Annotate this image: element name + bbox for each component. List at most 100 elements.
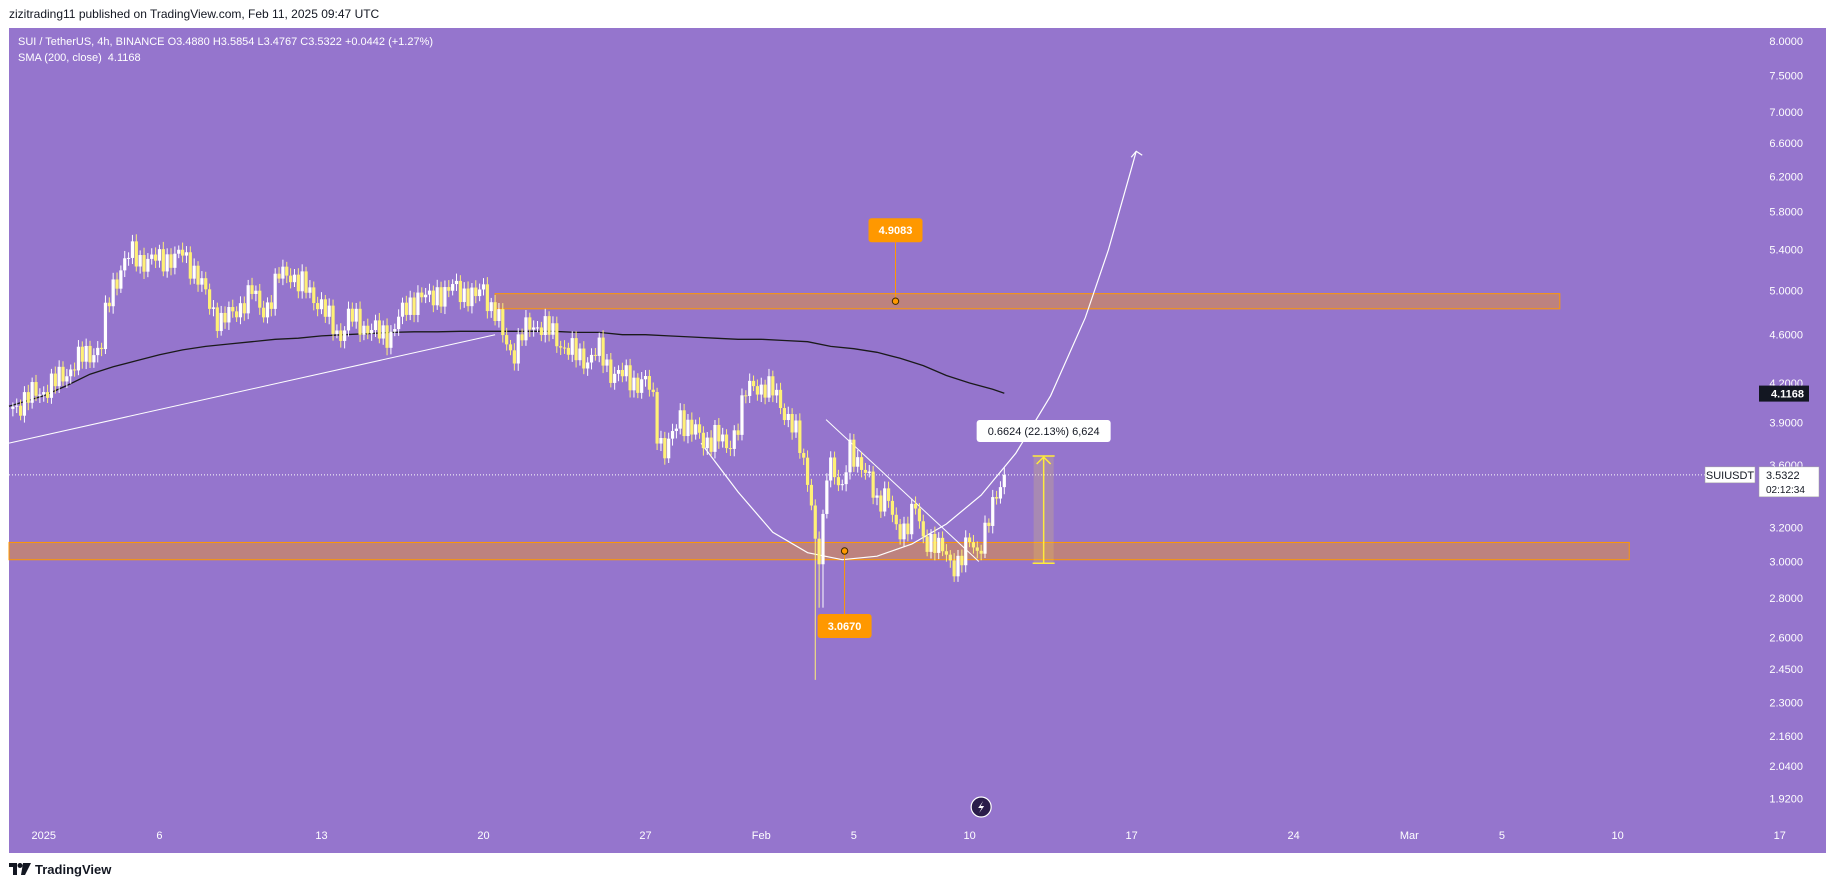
candle-body	[709, 437, 713, 452]
candle-body	[512, 350, 516, 364]
candle-body	[246, 285, 250, 314]
candle-body	[219, 312, 223, 332]
candle-body	[813, 505, 817, 539]
candle-body	[319, 299, 324, 310]
zone-price-label: 4.9083	[879, 225, 913, 237]
candle-body	[115, 279, 119, 289]
time-tick-label: Mar	[1400, 830, 1419, 842]
candle-body	[242, 303, 246, 314]
price-tick-label: 2.3000	[1769, 697, 1803, 709]
candle-body	[285, 266, 289, 276]
candle-body	[659, 438, 663, 444]
candle-body	[281, 266, 285, 279]
candle-body	[489, 302, 493, 312]
candle-body	[49, 373, 54, 398]
candle-body	[269, 302, 273, 309]
candle-body	[454, 280, 459, 285]
candle-body	[350, 308, 354, 322]
sma-legend-label: SMA (200, close)	[18, 52, 102, 64]
candle-body	[61, 366, 65, 382]
candle-body	[485, 284, 489, 312]
footer-brand: TradingView	[35, 861, 112, 877]
candle-body	[547, 316, 551, 335]
price-tick-label: 6.6000	[1769, 138, 1803, 150]
candle-body	[605, 359, 609, 366]
candle-body	[34, 382, 38, 396]
candle-body	[339, 330, 343, 341]
candle-body	[208, 289, 212, 309]
candle-body	[474, 287, 478, 297]
candle-body	[508, 344, 513, 351]
candle-body	[370, 330, 374, 334]
candle-body	[385, 325, 389, 348]
candle-body	[76, 346, 81, 371]
candle-body	[138, 255, 142, 267]
candle-body	[443, 287, 447, 307]
candle-body	[80, 346, 84, 362]
time-axis[interactable]: 2025 6 13 20 27 Feb 5 10 17 24 Mar 5 10 17	[31, 830, 1785, 842]
candle-body	[832, 457, 837, 478]
candle-body	[478, 289, 482, 297]
candle-body	[728, 448, 732, 450]
candle-body	[601, 337, 605, 366]
candle-body	[169, 254, 173, 268]
price-tick-label: 3.2000	[1769, 522, 1803, 534]
price-tick-label: 1.9200	[1769, 793, 1803, 805]
candle-body	[130, 241, 135, 258]
candle-body	[964, 537, 968, 566]
candle-body	[778, 389, 783, 409]
footer: TradingView	[0, 855, 1835, 883]
candle-body	[952, 560, 956, 577]
candle-body	[142, 255, 146, 272]
candle-body	[335, 330, 339, 334]
candle-body	[740, 395, 744, 435]
zone-marker-dot	[891, 297, 900, 305]
candle-body	[925, 536, 929, 552]
price-chart[interactable]: 4.9083 3.0670 0.6624 (22.13%) 6,624 8.0000…	[0, 28, 1835, 853]
candle-body	[555, 323, 559, 347]
candle-body	[721, 434, 725, 442]
candle-body	[42, 392, 46, 395]
candle-body	[373, 320, 378, 331]
candle-body	[92, 355, 96, 363]
candle-body	[551, 323, 555, 335]
candle-body	[759, 384, 763, 395]
price-tick-label: 5.8000	[1769, 207, 1803, 219]
candle-body	[713, 424, 717, 452]
candle-body	[678, 410, 682, 429]
candle-body	[817, 538, 821, 565]
candle-body	[636, 377, 640, 393]
candle-body	[177, 249, 181, 254]
price-tick-label: 2.4500	[1769, 664, 1803, 676]
candle-body	[215, 307, 219, 332]
candle-body	[69, 369, 73, 377]
candle-body	[161, 249, 165, 272]
candle-body	[123, 258, 127, 271]
time-tick-label: 20	[477, 830, 489, 842]
measure-label-box	[976, 420, 1111, 443]
candle-body	[809, 484, 814, 506]
candle-body	[562, 347, 567, 349]
symbol-legend[interactable]: SUI / TetherUS, 4h, BINANCE O3.4880 H3.5…	[18, 36, 434, 48]
candle-body	[38, 394, 42, 396]
time-tick-label: 5	[1499, 830, 1505, 842]
candle-body	[798, 420, 802, 454]
candle-body	[856, 457, 860, 467]
candle-body	[312, 287, 316, 304]
candle-body	[408, 297, 412, 315]
projection-arrow-head	[1130, 150, 1143, 158]
candle-body	[532, 327, 536, 330]
candle-body	[825, 480, 829, 514]
sma-legend[interactable]: SMA (200, close) 4.1168	[18, 50, 433, 66]
candle-body	[157, 249, 162, 261]
candle-body	[1002, 474, 1006, 488]
price-axis[interactable]: 8.0000 7.5000 7.0000 6.6000 6.2000 5.8000 5.40…	[1704, 28, 1826, 818]
candle-body	[620, 370, 624, 377]
candle-body	[227, 307, 231, 323]
measure-label: 0.6624 (22.13%) 6,624	[988, 426, 1100, 438]
candle-body	[404, 302, 408, 315]
candle-body	[204, 278, 208, 290]
candle-body	[983, 522, 987, 554]
candle-body	[343, 330, 347, 341]
candle-body	[366, 325, 370, 334]
